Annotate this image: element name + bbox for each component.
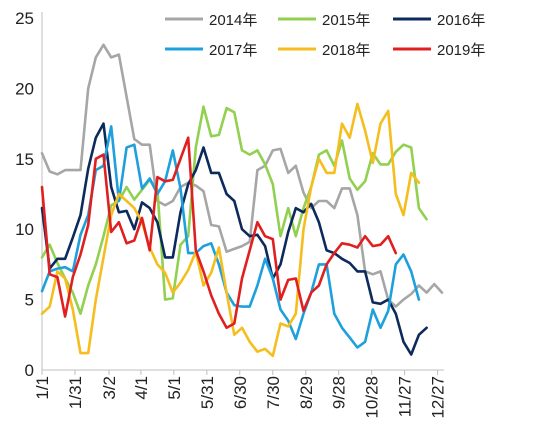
series-layer <box>40 43 444 358</box>
x-tick-label: 7/30 <box>264 376 283 409</box>
legend-label: 2015年 <box>322 12 370 29</box>
legend-label: 2018年 <box>322 42 370 59</box>
y-tick-label: 0 <box>25 361 34 380</box>
x-tick-label: 8/29 <box>297 376 316 409</box>
y-tick-label: 20 <box>15 79 34 98</box>
x-tick-label: 6/30 <box>231 376 250 409</box>
legend-label: 2017年 <box>209 42 257 59</box>
x-tick-label: 5/1 <box>165 376 184 400</box>
x-tick-label: 3/2 <box>100 376 119 400</box>
legend-label: 2019年 <box>437 42 485 59</box>
legend-label: 2014年 <box>209 12 257 29</box>
legend-label: 2016年 <box>437 12 485 29</box>
series-line <box>40 105 428 316</box>
legend: 2014年 2015年 2016年 2017年 2018年 2019年 <box>165 12 485 59</box>
y-tick-label: 15 <box>15 150 34 169</box>
x-tick-label: 1/1 <box>33 376 52 400</box>
x-tick-label: 4/1 <box>132 376 151 400</box>
x-tick-label: 5/31 <box>198 376 217 409</box>
x-tick-label: 1/31 <box>66 376 85 409</box>
x-tick-label: 12/27 <box>429 376 448 419</box>
x-tick-label: 9/28 <box>330 376 349 409</box>
series-line <box>40 122 428 356</box>
series-line <box>40 136 398 330</box>
axes-layer: 0 5 10 15 20 25 1/1 1/31 3/2 4/1 5/1 5/31 6/30 7/30 8/… <box>15 9 448 419</box>
y-tick-label: 5 <box>25 291 34 310</box>
x-tick-label: 11/27 <box>396 376 415 417</box>
series-line <box>40 43 444 308</box>
y-tick-label: 10 <box>15 220 34 239</box>
series-line <box>40 102 421 358</box>
x-tick-label: 10/28 <box>363 376 382 419</box>
y-tick-label: 25 <box>15 9 34 28</box>
